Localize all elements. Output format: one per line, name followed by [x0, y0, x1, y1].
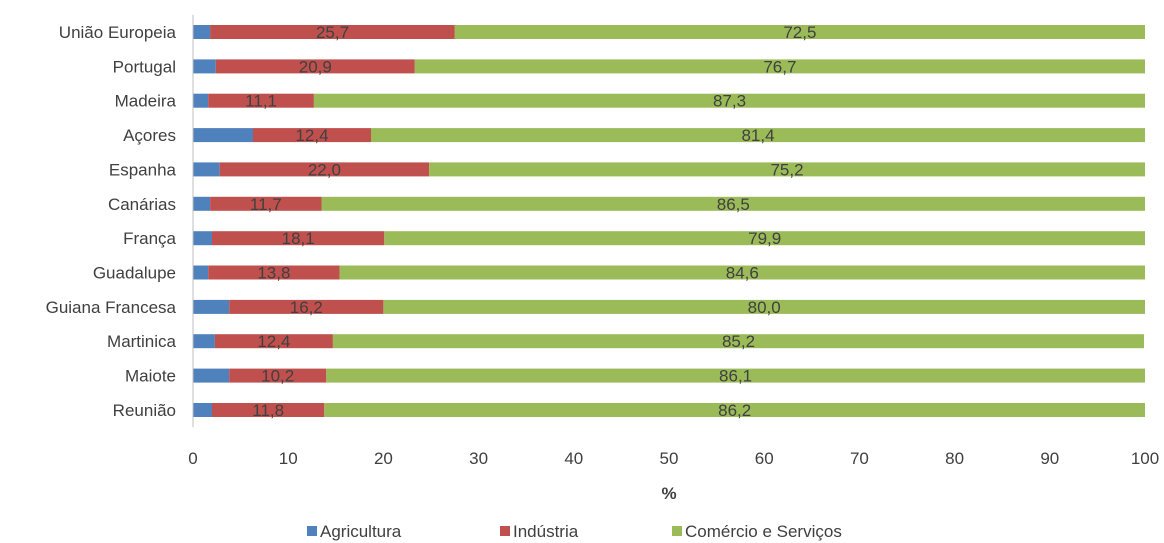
legend: Agricultura Indústria Comércio e Serviços	[307, 522, 842, 541]
legend-swatch-comercio-e-servicos	[672, 526, 682, 536]
legend-label-agricultura: Agricultura	[320, 522, 402, 541]
bar-agricultura-acores	[193, 128, 253, 143]
bar-comercio-e-servicos-espanha	[429, 162, 1146, 177]
data-label-comercio-e-servicos-madeira: 87,3	[713, 92, 746, 111]
bar-industria-canarias	[210, 196, 322, 211]
data-label-industria-uniao-europeia: 25,7	[316, 23, 349, 42]
x-tick-label-90: 90	[1040, 449, 1059, 468]
data-label-comercio-e-servicos-espanha: 75,2	[770, 160, 803, 179]
bar-agricultura-uniao-europeia	[193, 25, 211, 39]
bar-comercio-e-servicos-acores	[371, 128, 1145, 143]
bar-agricultura-franca	[193, 231, 212, 246]
data-label-industria-acores: 12,4	[295, 126, 328, 145]
bar-industria-guadalupe	[208, 265, 340, 280]
x-tick-label-80: 80	[945, 449, 964, 468]
data-label-industria-portugal: 20,9	[299, 57, 332, 76]
data-label-comercio-e-servicos-martinica: 85,2	[722, 332, 755, 351]
x-tick-label-40: 40	[564, 449, 583, 468]
category-labels-group: União Europeia Portugal Madeira Açores Espan…	[46, 23, 177, 420]
bars-group	[193, 25, 1146, 417]
bar-industria-franca	[212, 231, 385, 246]
bar-comercio-e-servicos-canarias	[321, 196, 1145, 211]
bar-agricultura-guadalupe	[193, 265, 209, 280]
data-label-comercio-e-servicos-guadalupe: 84,6	[726, 264, 759, 283]
bar-comercio-e-servicos-martinica	[332, 334, 1144, 349]
bar-comercio-e-servicos-uniao-europeia	[454, 25, 1145, 39]
data-label-comercio-e-servicos-reuniao: 86,2	[718, 401, 751, 420]
category-label-portugal: Portugal	[113, 57, 176, 76]
bar-industria-uniao-europeia	[210, 25, 455, 39]
data-label-comercio-e-servicos-portugal: 76,7	[763, 57, 796, 76]
bar-industria-madeira	[208, 93, 314, 108]
bar-comercio-e-servicos-guiana-francesa	[383, 299, 1145, 314]
x-tick-label-70: 70	[850, 449, 869, 468]
bar-agricultura-maiote	[193, 368, 230, 383]
category-label-guiana-francesa: Guiana Francesa	[46, 298, 177, 317]
category-label-franca: França	[123, 229, 176, 248]
data-label-industria-martinica: 12,4	[257, 332, 290, 351]
data-label-industria-espanha: 22,0	[308, 160, 341, 179]
data-label-industria-franca: 18,1	[282, 229, 315, 248]
data-label-industria-guadalupe: 13,8	[257, 264, 290, 283]
category-label-madeira: Madeira	[115, 92, 177, 111]
category-label-guadalupe: Guadalupe	[93, 264, 176, 283]
category-label-maiote: Maiote	[125, 367, 176, 386]
category-label-canarias: Canárias	[108, 195, 176, 214]
bar-agricultura-madeira	[193, 93, 209, 108]
bar-agricultura-martinica	[193, 334, 215, 349]
category-label-uniao-europeia: União Europeia	[59, 23, 177, 42]
x-tick-label-20: 20	[374, 449, 393, 468]
x-tick-label-10: 10	[279, 449, 298, 468]
bar-comercio-e-servicos-madeira	[313, 93, 1145, 108]
bar-comercio-e-servicos-guadalupe	[339, 265, 1146, 280]
category-label-espanha: Espanha	[109, 160, 177, 179]
bar-industria-espanha	[219, 162, 430, 177]
bar-agricultura-canarias	[193, 196, 211, 211]
legend-label-industria: Indústria	[513, 522, 579, 541]
data-label-comercio-e-servicos-uniao-europeia: 72,5	[783, 23, 816, 42]
bar-industria-martinica	[214, 334, 333, 349]
bar-agricultura-reuniao	[193, 403, 212, 417]
bar-agricultura-guiana-francesa	[193, 299, 230, 314]
data-label-industria-guiana-francesa: 16,2	[290, 298, 323, 317]
data-label-comercio-e-servicos-franca: 79,9	[748, 229, 781, 248]
bar-agricultura-espanha	[193, 162, 220, 177]
bar-comercio-e-servicos-maiote	[326, 368, 1145, 383]
x-tick-labels-group: 0 10 20 30 40 50 60 70 80 90 100	[188, 449, 1159, 468]
bar-comercio-e-servicos-reuniao	[324, 403, 1145, 417]
bar-industria-portugal	[215, 59, 415, 74]
data-label-industria-canarias: 11,7	[250, 195, 282, 214]
legend-swatch-industria	[500, 526, 510, 536]
x-tick-label-0: 0	[188, 449, 197, 468]
data-labels-group: 25,7 72,5 20,9 76,7 11,1 87,3 12,4 81,4 22,0 75,2…	[245, 23, 816, 420]
bar-agricultura-portugal	[193, 59, 216, 74]
bar-industria-guiana-francesa	[229, 299, 384, 314]
legend-swatch-agricultura	[307, 526, 317, 536]
x-axis-title: %	[661, 484, 676, 503]
x-tick-label-60: 60	[755, 449, 774, 468]
data-label-comercio-e-servicos-acores: 81,4	[741, 126, 774, 145]
bar-industria-acores	[253, 128, 371, 143]
legend-label-comercio-e-servicos: Comércio e Serviços	[685, 522, 842, 541]
x-tick-label-100: 100	[1131, 449, 1159, 468]
data-label-industria-madeira: 11,1	[245, 92, 277, 111]
data-label-comercio-e-servicos-canarias: 86,5	[717, 195, 750, 214]
data-label-comercio-e-servicos-guiana-francesa: 80,0	[748, 298, 781, 317]
bar-industria-reuniao	[212, 403, 325, 417]
category-label-martinica: Martinica	[107, 332, 177, 351]
category-label-acores: Açores	[123, 126, 176, 145]
bar-industria-maiote	[229, 368, 327, 383]
bar-comercio-e-servicos-portugal	[414, 59, 1145, 74]
category-label-reuniao: Reunião	[113, 401, 176, 420]
data-label-comercio-e-servicos-maiote: 86,1	[719, 367, 752, 386]
data-label-industria-maiote: 10,2	[261, 367, 294, 386]
x-tick-label-30: 30	[469, 449, 488, 468]
data-label-industria-reuniao: 11,8	[252, 401, 284, 420]
bar-comercio-e-servicos-franca	[384, 231, 1145, 246]
x-tick-label-50: 50	[660, 449, 679, 468]
